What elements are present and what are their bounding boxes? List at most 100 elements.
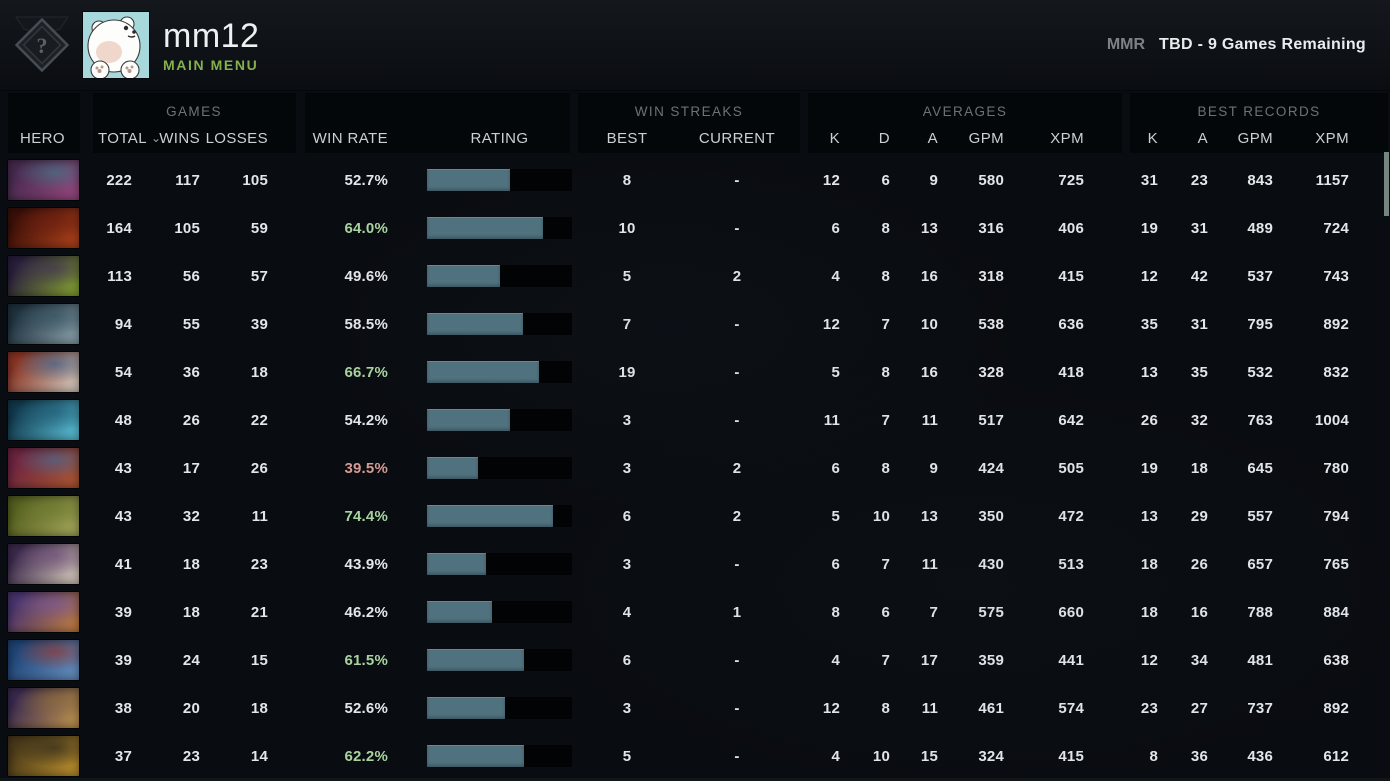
best-assists-cell: 27 — [1190, 699, 1208, 717]
best-xpm-cell: 638 — [1323, 651, 1349, 669]
best-gpm-cell: 557 — [1247, 507, 1273, 525]
avatar[interactable] — [83, 12, 149, 80]
total-games-cell: 113 — [107, 267, 132, 285]
avg-gpm-cell: 316 — [978, 219, 1004, 237]
column-header-win-rate[interactable]: WIN RATE — [312, 130, 388, 147]
table-row[interactable]: 39 24 15 61.5% 6 - 4 7 17 359 441 12 34 … — [0, 636, 1390, 684]
current-streak-cell: - — [734, 363, 740, 381]
column-header-avg-gpm[interactable]: GPM — [968, 130, 1004, 147]
table-row[interactable]: 37 23 14 62.2% 5 - 4 10 15 324 415 8 36 … — [0, 732, 1390, 780]
column-header-avg-xpm[interactable]: XPM — [1050, 130, 1084, 147]
avg-deaths-cell: 7 — [881, 411, 890, 429]
column-header-rating[interactable]: RATING — [470, 130, 529, 147]
rating-bar — [427, 457, 572, 479]
best-gpm-cell: 489 — [1247, 219, 1273, 237]
table-row[interactable]: 164 105 59 64.0% 10 - 6 8 13 316 406 19 … — [0, 204, 1390, 252]
losses-cell: 18 — [250, 699, 268, 717]
wins-cell: 105 — [174, 219, 200, 237]
best-streak-cell: 8 — [622, 171, 632, 189]
avg-kills-cell: 12 — [822, 699, 840, 717]
best-gpm-cell: 737 — [1247, 699, 1273, 717]
best-xpm-cell: 892 — [1323, 699, 1349, 717]
best-assists-cell: 16 — [1190, 603, 1208, 621]
column-header-avg-deaths[interactable]: D — [878, 130, 890, 147]
current-streak-cell: 2 — [732, 459, 742, 477]
column-header-best-assists[interactable]: A — [1197, 130, 1208, 147]
group-label-win-streaks: WIN STREAKS — [634, 104, 744, 119]
column-header-avg-kills[interactable]: K — [829, 130, 840, 147]
best-xpm-cell: 743 — [1323, 267, 1349, 285]
mmr-value: TBD - 9 Games Remaining — [1159, 36, 1366, 53]
best-kills-cell: 12 — [1140, 267, 1158, 285]
table-row[interactable]: 38 20 18 52.6% 3 - 12 8 11 461 574 23 27… — [0, 684, 1390, 732]
games-header-panel — [93, 93, 296, 153]
rating-bar-fill — [427, 409, 510, 431]
avg-deaths-cell: 7 — [881, 555, 890, 573]
topbar: ? mm12 MAIN MENU — [0, 0, 1390, 91]
current-streak-cell: - — [734, 651, 740, 669]
hero-portrait — [8, 208, 79, 248]
avg-gpm-cell: 350 — [978, 507, 1004, 525]
best-assists-cell: 23 — [1190, 171, 1208, 189]
table-row[interactable]: 43 17 26 39.5% 3 2 6 8 9 424 505 19 18 6… — [0, 444, 1390, 492]
column-header-streak-best[interactable]: BEST — [606, 130, 648, 147]
best-gpm-cell: 843 — [1247, 171, 1273, 189]
avg-gpm-cell: 324 — [978, 747, 1004, 765]
column-header-total[interactable]: TOTAL ⌄ — [98, 130, 162, 147]
wins-cell: 32 — [182, 507, 200, 525]
rating-bar-fill — [427, 649, 525, 671]
rank-medal-unranked-icon[interactable]: ? — [10, 13, 74, 77]
win-rate-cell: 66.7% — [344, 363, 388, 381]
rating-bar — [427, 697, 572, 719]
avg-deaths-cell: 8 — [881, 219, 890, 237]
win-rate-cell: 46.2% — [344, 603, 388, 621]
column-header-hero: HERO — [20, 130, 65, 147]
best-kills-cell: 18 — [1140, 603, 1158, 621]
avg-kills-cell: 5 — [831, 363, 840, 381]
total-games-cell: 39 — [114, 651, 132, 669]
column-header-best-xpm[interactable]: XPM — [1315, 130, 1349, 147]
column-header-best-kills[interactable]: K — [1147, 130, 1158, 147]
total-games-cell: 39 — [114, 603, 132, 621]
sort-descending-icon: ⌄ — [150, 131, 162, 145]
main-menu-label[interactable]: MAIN MENU — [163, 56, 259, 73]
wins-cell: 18 — [182, 603, 200, 621]
table-row[interactable]: 94 55 39 58.5% 7 - 12 7 10 538 636 35 31… — [0, 300, 1390, 348]
hero-portrait — [8, 304, 79, 344]
avg-assists-cell: 13 — [920, 219, 938, 237]
hero-portrait — [8, 496, 79, 536]
table-row[interactable]: 41 18 23 43.9% 3 - 6 7 11 430 513 18 26 … — [0, 540, 1390, 588]
best-assists-cell: 34 — [1190, 651, 1208, 669]
hero-portrait — [8, 544, 79, 584]
mmr-status: MMR TBD - 9 Games Remaining — [1107, 36, 1366, 54]
column-header-wins[interactable]: WINS — [159, 130, 200, 147]
table-row[interactable]: 39 18 21 46.2% 4 1 8 6 7 575 660 18 16 7… — [0, 588, 1390, 636]
current-streak-cell: - — [734, 699, 740, 717]
current-streak-cell: - — [734, 219, 740, 237]
table-row[interactable]: 54 36 18 66.7% 19 - 5 8 16 328 418 13 35… — [0, 348, 1390, 396]
column-header-avg-assists[interactable]: A — [927, 130, 938, 147]
column-header-best-gpm[interactable]: GPM — [1237, 130, 1273, 147]
table-row[interactable]: 113 56 57 49.6% 5 2 4 8 16 318 415 12 42… — [0, 252, 1390, 300]
win-rate-cell: 49.6% — [344, 267, 388, 285]
table-row[interactable]: 48 26 22 54.2% 3 - 11 7 11 517 642 26 32… — [0, 396, 1390, 444]
mmr-label: MMR — [1106, 36, 1146, 53]
scrollbar-thumb[interactable] — [1384, 152, 1389, 216]
best-gpm-cell: 645 — [1247, 459, 1273, 477]
column-header-losses[interactable]: LOSSES — [205, 130, 268, 147]
avg-gpm-cell: 359 — [978, 651, 1004, 669]
avg-xpm-cell: 472 — [1058, 507, 1084, 525]
rating-bar-fill — [427, 553, 487, 575]
avg-xpm-cell: 406 — [1058, 219, 1084, 237]
win-rate-cell: 54.2% — [344, 411, 388, 429]
column-header-streak-current[interactable]: CURRENT — [698, 130, 776, 147]
avg-assists-cell: 11 — [921, 699, 938, 717]
total-games-cell: 222 — [106, 171, 132, 189]
hero-header-panel — [8, 93, 80, 153]
rating-bar-fill — [427, 601, 493, 623]
avg-deaths-cell: 8 — [881, 699, 890, 717]
table-row[interactable]: 222 117 105 52.7% 8 - 12 6 9 580 725 31 … — [0, 156, 1390, 204]
best-streak-cell: 19 — [618, 363, 636, 381]
avg-assists-cell: 9 — [929, 171, 938, 189]
table-row[interactable]: 43 32 11 74.4% 6 2 5 10 13 350 472 13 29… — [0, 492, 1390, 540]
